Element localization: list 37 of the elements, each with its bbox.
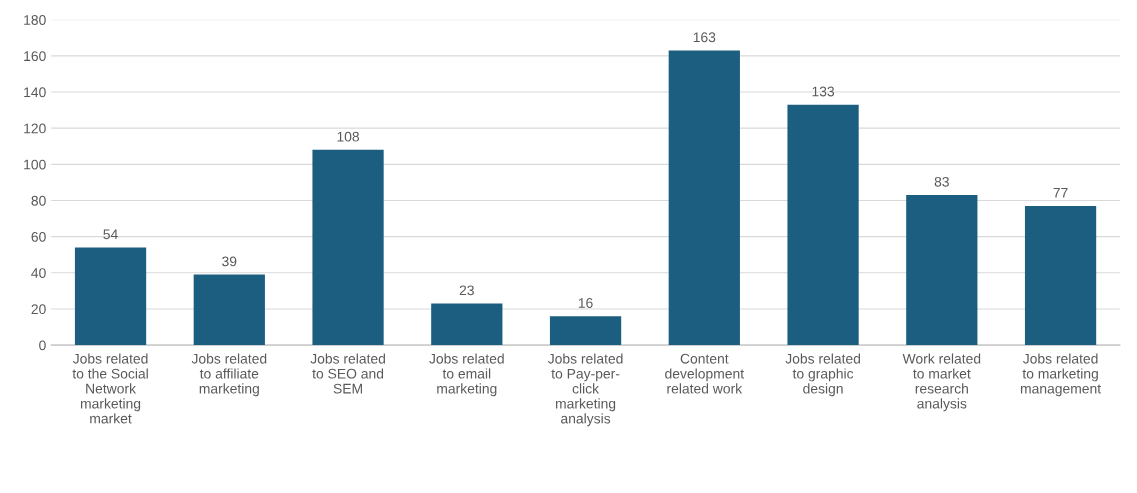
x-tick-label: Jobs related to affiliate marketing (191, 353, 267, 397)
bar (431, 303, 503, 346)
x-tick-label: Content development related work (665, 353, 744, 394)
x-tick-label: Jobs related to Pay-per- click marketing analysis (547, 353, 623, 427)
data-label: 108 (337, 131, 360, 142)
data-label: 83 (934, 176, 949, 187)
y-tick-label: 100 (24, 159, 46, 170)
x-tick-label: Jobs related to SEO and SEM (310, 353, 385, 394)
x-tick-label: Jobs related to email marketing (429, 353, 504, 397)
x-tick-label: Work related to market research analysis (902, 353, 981, 412)
y-tick-label: 60 (31, 231, 46, 242)
y-tick-label: 180 (24, 15, 46, 25)
data-label: 54 (103, 229, 118, 240)
bar (1024, 205, 1097, 346)
y-tick-label: 40 (31, 268, 46, 278)
y-tick-label: 80 (31, 195, 46, 206)
bar (787, 104, 859, 346)
data-label: 39 (222, 256, 237, 267)
data-label: 133 (812, 86, 835, 97)
bar (312, 149, 384, 346)
bar (549, 316, 622, 346)
y-tick-label: 0 (39, 340, 46, 351)
y-tick-label: 20 (31, 304, 46, 315)
y-tick-label: 160 (24, 51, 46, 62)
bar (906, 195, 978, 346)
y-tick-label: 140 (24, 87, 46, 98)
x-tick-label: Jobs related to the Social Network marketing market (72, 353, 148, 424)
data-label: 77 (1053, 187, 1068, 198)
data-label: 23 (459, 285, 474, 296)
data-label: 163 (693, 32, 716, 43)
x-tick-label: Jobs related to graphic design (785, 353, 860, 397)
x-tick-label: Jobs related to marketing management (1020, 353, 1101, 397)
y-tick-label: 120 (24, 123, 46, 134)
bar (668, 50, 740, 346)
bar (74, 247, 147, 346)
data-label: 16 (578, 298, 593, 308)
bar (193, 274, 265, 346)
